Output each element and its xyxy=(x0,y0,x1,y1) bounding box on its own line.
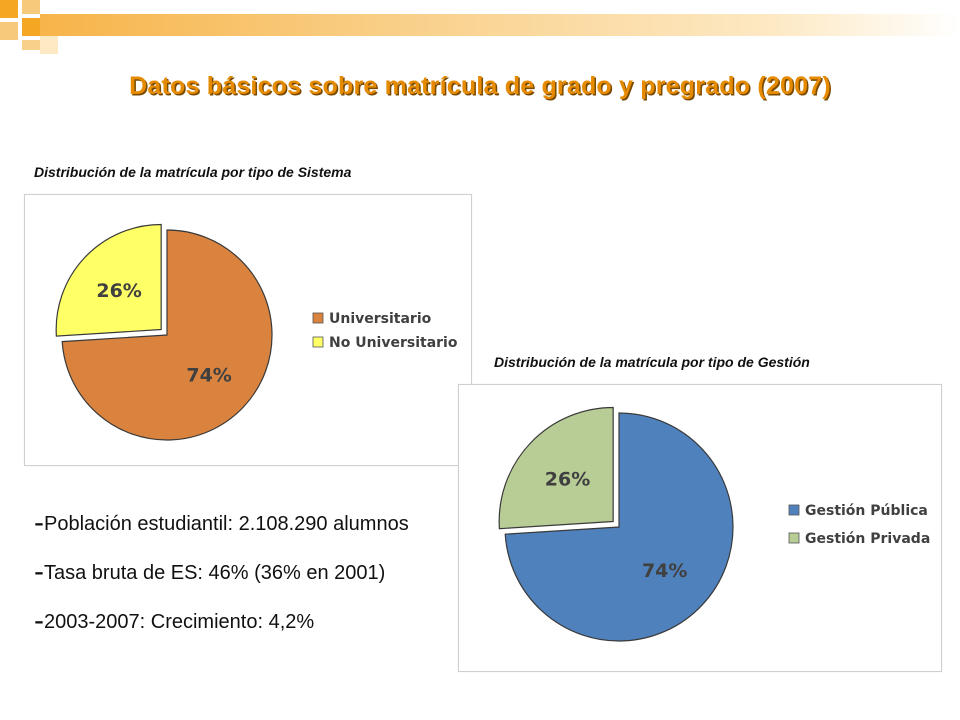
bullet-text: Tasa bruta de ES: 46% (36% en 2001) xyxy=(44,562,386,584)
pie-slice-1 xyxy=(504,412,734,642)
bullet-text: 2003-2007: Crecimiento: 4,2% xyxy=(44,611,315,633)
bullet-text: Población estudiantil: 2.108.290 alumnos xyxy=(44,513,409,535)
bullet-dash: - xyxy=(34,604,44,637)
page-title: Datos básicos sobre matrícula de grado y… xyxy=(129,72,831,100)
chart-gestion: 74% 26% Gestión Pública Gestión Privada xyxy=(458,384,942,672)
legend-label-1: Universitario xyxy=(329,311,432,327)
chart-sistema: 74% 26% Universitario No Universitario xyxy=(24,194,472,466)
pie-slice-1 xyxy=(61,229,273,441)
pie-chart-sistema: 74% 26% Universitario No Universitario xyxy=(55,223,458,441)
decorative-square xyxy=(22,0,40,14)
decorative-square xyxy=(0,22,18,40)
chart-caption-gestion: Distribución de la matrícula por tipo de… xyxy=(494,354,810,370)
bullet-item: -Población estudiantil: 2.108.290 alumno… xyxy=(34,508,474,538)
bullet-item: -2003-2007: Crecimiento: 4,2% xyxy=(34,606,474,636)
slice-label-2: 26% xyxy=(545,469,590,491)
decorative-square xyxy=(22,18,40,36)
pie-chart-gestion: 74% 26% Gestión Pública Gestión Privada xyxy=(498,406,930,642)
legend-label-2: Gestión Privada xyxy=(805,531,930,547)
slice-label-2: 26% xyxy=(96,280,141,302)
legend-swatch-2 xyxy=(788,532,800,544)
legend-swatch-1 xyxy=(788,504,800,516)
slice-label-1: 74% xyxy=(186,365,231,387)
bullet-item: -Tasa bruta de ES: 46% (36% en 2001) xyxy=(34,557,474,587)
legend-swatch-2 xyxy=(312,336,324,348)
legend-swatch-1 xyxy=(312,312,324,324)
pie-slice-2 xyxy=(498,406,614,530)
chart-caption-sistema: Distribución de la matrícula por tipo de… xyxy=(34,164,352,180)
bullet-dash: - xyxy=(34,555,44,588)
bullet-dash: - xyxy=(34,506,44,539)
bullet-list: -Población estudiantil: 2.108.290 alumno… xyxy=(34,508,474,657)
decorative-square xyxy=(0,0,18,18)
decorative-header-band xyxy=(40,14,960,36)
legend-label-1: Gestión Pública xyxy=(805,503,928,519)
legend-label-2: No Universitario xyxy=(329,335,458,351)
pie-slice-2 xyxy=(55,223,162,337)
decorative-square xyxy=(40,36,58,54)
decorative-square xyxy=(22,40,40,50)
slice-label-1: 74% xyxy=(642,560,687,582)
